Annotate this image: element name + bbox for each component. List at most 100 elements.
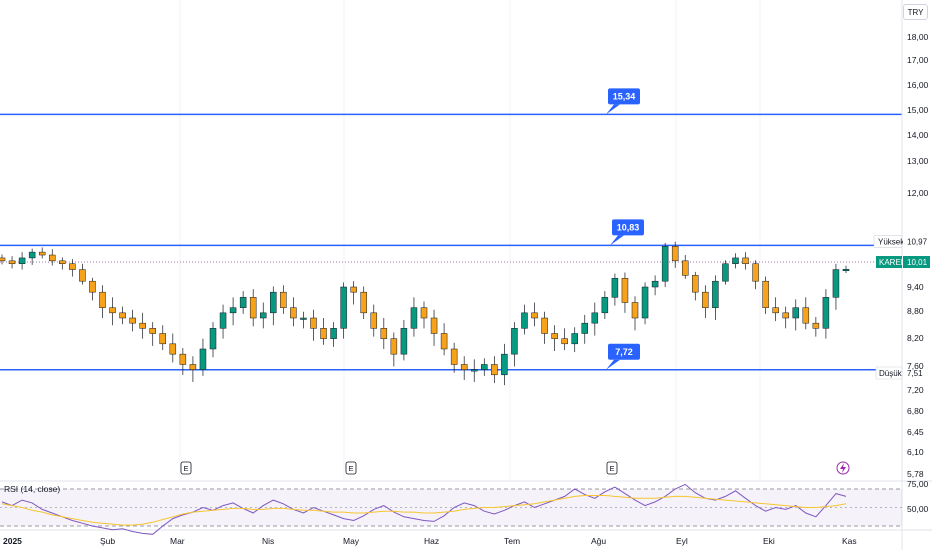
time-tick-label: Eki	[763, 536, 775, 546]
candle-body	[69, 263, 76, 270]
high-value-box	[903, 235, 930, 248]
price-tick-label: 15,00	[907, 105, 929, 115]
candle-body	[340, 286, 347, 329]
earnings-marker[interactable]: E	[606, 461, 618, 475]
candle-body	[832, 269, 840, 298]
candle-body	[280, 291, 287, 308]
price-tick-label: 7,20	[907, 385, 924, 395]
price-axis: 18,00 17,00 16,00 15,00 14,00 13,00 12,00 9,40 8…	[873, 0, 930, 550]
last-price-label: 10,01	[907, 258, 928, 267]
price-tick-label: 6,10	[907, 447, 924, 457]
low-tag-box	[875, 366, 903, 380]
candle-body	[0, 257, 6, 262]
candle-body	[330, 328, 337, 339]
lightning-icon	[840, 463, 846, 473]
rsi-ma-line	[1, 495, 847, 526]
candle-body	[410, 307, 418, 329]
candle-body	[189, 364, 197, 370]
candle-body	[28, 251, 36, 259]
currency-badge: TRY	[903, 4, 928, 20]
level-callout-label: 15,34	[613, 91, 636, 101]
candle-body	[812, 322, 820, 329]
candle-body	[641, 286, 649, 319]
earnings-marker-label: E	[348, 464, 353, 473]
candle-body	[501, 353, 508, 376]
candle-body	[591, 312, 599, 324]
candle-body	[420, 307, 428, 319]
price-tick-label: 8,20	[907, 333, 924, 343]
symbol-tag-label: KAREL	[879, 258, 906, 267]
candle-body	[722, 263, 729, 282]
time-tick-label: Kas	[842, 536, 857, 546]
candle-body	[732, 257, 739, 264]
candle-body	[491, 364, 498, 376]
price-tick-label: 14,00	[907, 130, 929, 140]
candle-body	[249, 297, 257, 319]
price-tick-label: 17,00	[907, 55, 929, 65]
candle-body	[219, 312, 227, 329]
price-tick-label: 12,00	[907, 188, 929, 198]
horizontal-levels: 15,34 10,83 7,72	[0, 88, 902, 371]
candle-body	[651, 280, 659, 288]
earnings-marker-label: E	[609, 464, 614, 473]
rsi-tick-label: 75,00	[907, 479, 929, 489]
candle-body	[531, 312, 538, 319]
candle-body	[129, 317, 136, 324]
time-tick-label: Nis	[262, 536, 274, 546]
earnings-marker[interactable]: E	[180, 461, 192, 475]
level-callout-box[interactable]	[608, 343, 640, 360]
candle-body	[320, 328, 327, 339]
candle-body	[450, 348, 458, 365]
candle-body	[440, 333, 448, 350]
candle-body	[159, 333, 167, 345]
candle-body	[752, 263, 759, 282]
candle-body	[511, 328, 518, 355]
last-price-box	[903, 256, 930, 268]
price-tick-label: 6,80	[907, 406, 924, 416]
candle-body	[380, 328, 388, 339]
level-callout-box[interactable]	[612, 219, 644, 236]
high-tag: Yüksek 10,97	[873, 235, 930, 248]
chart-grid	[179, 0, 761, 480]
level-callout-pointer	[610, 235, 624, 246]
candle-body	[89, 280, 96, 293]
time-tick-label: Şub	[100, 536, 115, 546]
candle-body	[772, 307, 779, 314]
rsi-pane: RSI (14, close) 75,00 50,00	[0, 479, 932, 535]
candle-body	[521, 312, 528, 329]
earnings-marker[interactable]: E	[345, 461, 357, 475]
level-callout-pointer	[606, 104, 620, 115]
candle-body	[742, 257, 749, 264]
candle-body	[601, 297, 609, 314]
level-callout-box[interactable]	[608, 88, 640, 105]
dividend-marker[interactable]	[836, 461, 850, 475]
high-value-label: 10,97	[907, 237, 928, 246]
candle-body	[199, 348, 207, 370]
time-tick-label: Tem	[504, 536, 520, 546]
price-tick-label: 8,80	[907, 306, 924, 316]
earnings-marker-label: E	[183, 464, 188, 473]
time-tick-label: 2025	[3, 536, 22, 546]
candle-body	[671, 246, 679, 262]
candle-body	[551, 333, 558, 339]
candle-body	[79, 269, 86, 282]
high-tag-box	[873, 235, 903, 248]
candle-body	[48, 254, 56, 262]
high-tag-label: Yüksek	[878, 237, 905, 246]
candle-body	[430, 317, 438, 334]
candle-body	[109, 307, 116, 314]
rsi-title: RSI (14, close)	[4, 484, 60, 494]
candle-body	[681, 260, 689, 276]
candle-body	[370, 312, 378, 329]
rsi-tick-label: 50,00	[907, 504, 929, 514]
candle-body	[460, 364, 468, 370]
candle-body	[59, 260, 66, 264]
candle-body	[310, 317, 317, 329]
candle-body	[229, 307, 237, 314]
candle-body	[119, 312, 126, 319]
low-value-label: 7,51	[907, 369, 923, 378]
candle-body	[782, 312, 789, 319]
price-tick-label: 9,40	[907, 282, 924, 292]
candle-body	[802, 307, 810, 324]
